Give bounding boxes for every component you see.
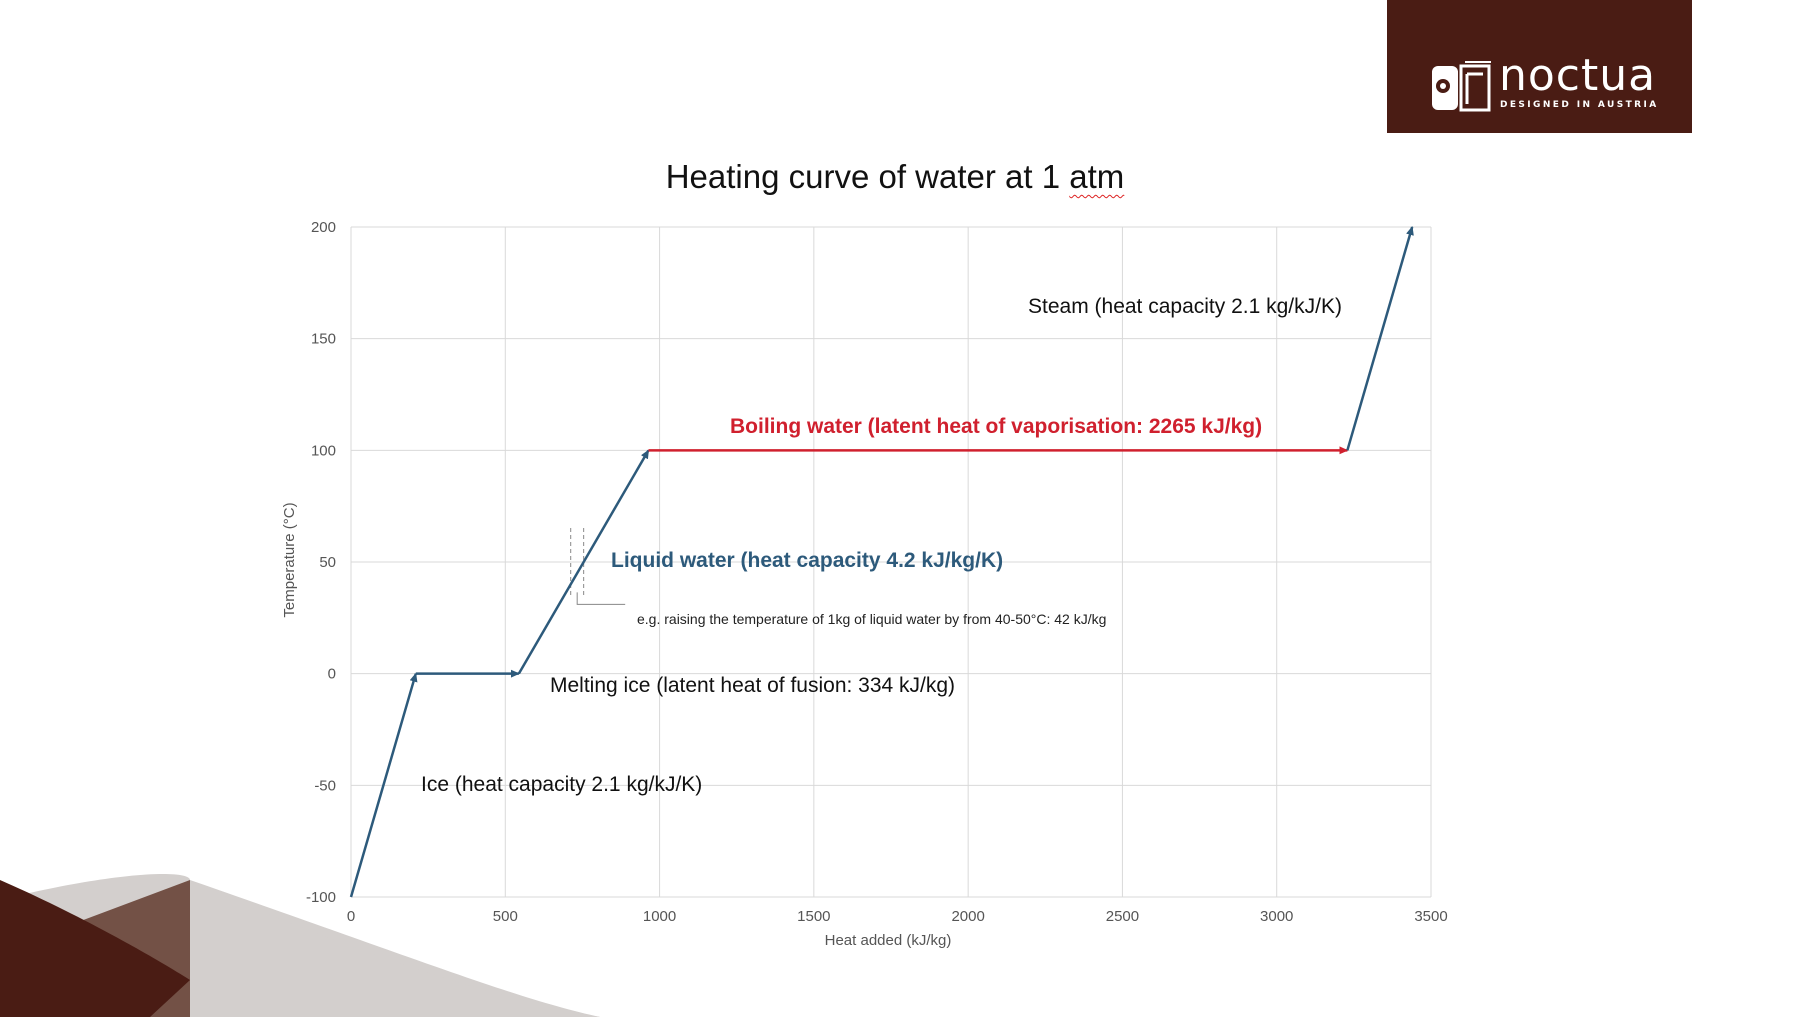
x-tick-label: 2500 [1106,908,1139,925]
annotation-ice: Ice (heat capacity 2.1 kg/kJ/K) [421,773,702,796]
x-tick-label: 2000 [951,908,984,925]
x-tick-label: 500 [493,908,518,925]
x-axis-ticks: 0 500 1000 1500 2000 2500 3000 3500 [347,908,1448,925]
y-tick-label: 100 [311,442,336,459]
logo-tagline: DESIGNED IN AUSTRIA [1500,100,1659,110]
chart-title-unit: atm [1069,158,1125,195]
heating-curve-series [349,226,1414,898]
decor-swoosh-light-band [190,882,600,1017]
x-tick-label: 3000 [1260,908,1293,925]
y-tick-label: 150 [311,331,336,348]
example-callout-line [576,592,626,605]
decor-swoosh-dark [0,880,190,1017]
series-segment-steam [1346,226,1414,451]
x-tick-label: 1000 [643,908,676,925]
owl-logo-icon [1432,61,1491,112]
series-segment-liquid [517,449,650,675]
y-tick-label: 50 [319,554,336,571]
logo-wordmark: noctua [1499,50,1657,101]
y-axis-ticks: 200 150 100 50 0 -50 -100 [306,219,336,906]
chart-title-main: Heating curve of water at 1 [665,158,1061,195]
annotation-steam: Steam (heat capacity 2.1 kg/kJ/K) [1028,295,1342,318]
annotation-melting: Melting ice (latent heat of fusion: 334 … [550,674,955,697]
annotation-liquid-example: e.g. raising the temperature of 1kg of l… [637,611,1106,627]
y-tick-label: 0 [328,666,336,683]
chart-title: Heating curve of water at 1 atm [0,158,1790,196]
y-tick-label: -100 [306,889,336,906]
y-axis-label: Temperature (°C) [281,502,298,617]
chart-gridlines [350,226,1432,898]
y-tick-label: -50 [314,777,336,794]
x-tick-label: 1500 [797,908,830,925]
decor-swoosh [0,874,600,1017]
annotation-boiling: Boiling water (latent heat of vaporisati… [730,415,1262,438]
x-tick-label: 3500 [1414,908,1447,925]
annotation-liquid: Liquid water (heat capacity 4.2 kJ/kg/K) [611,549,1003,572]
x-tick-label: 0 [347,908,355,925]
noctua-logo: noctua DESIGNED IN AUSTRIA [1387,0,1692,133]
y-tick-label: 200 [311,219,336,236]
series-segment-ice [349,672,418,898]
x-axis-label: Heat added (kJ/kg) [825,932,952,949]
